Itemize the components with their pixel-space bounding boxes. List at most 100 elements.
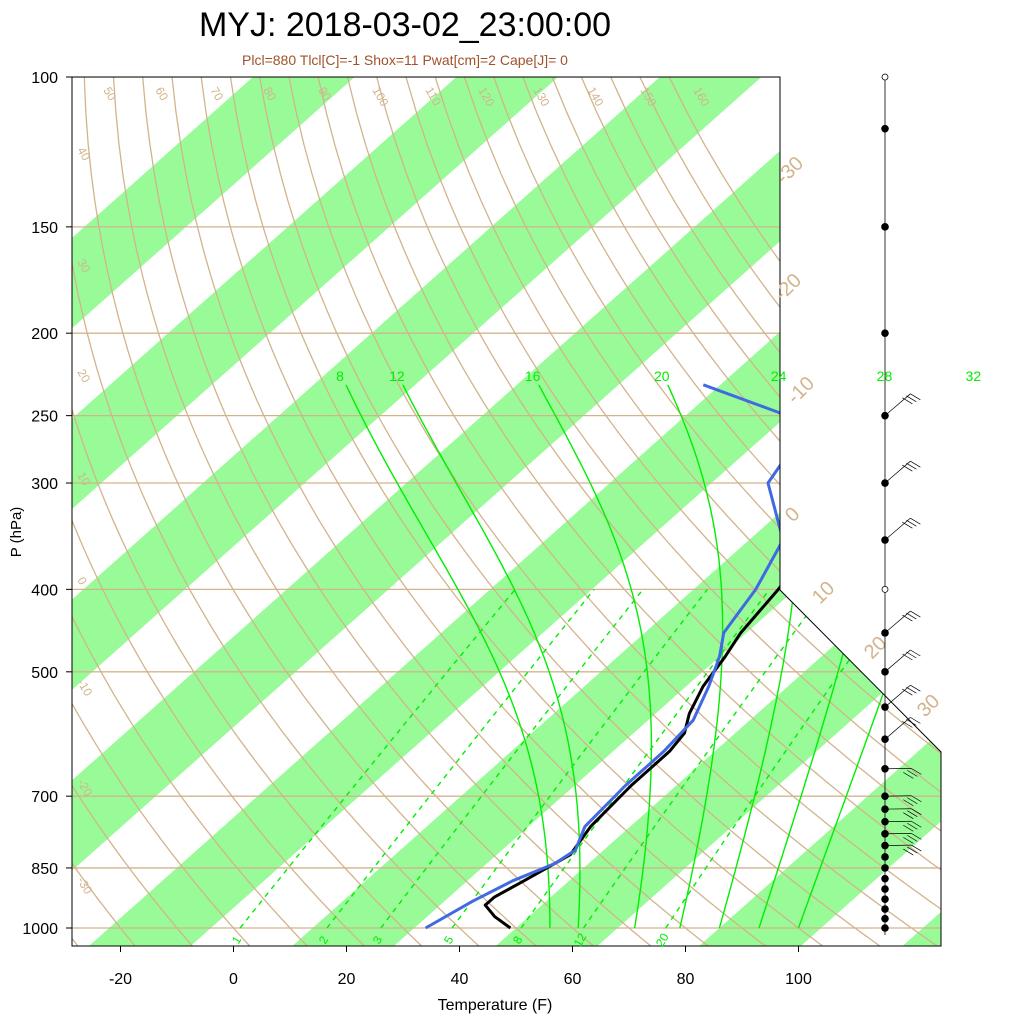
mixing-ratio-line — [380, 588, 644, 929]
wind-dot — [881, 329, 889, 337]
skew-temp-label: 20 — [860, 632, 891, 663]
x-tick-label: 20 — [338, 971, 356, 988]
y-tick-label: 500 — [31, 665, 58, 682]
dry-adiabat-label: 40 — [74, 145, 93, 164]
wind-barb-flag — [903, 812, 914, 820]
y-tick-label: 300 — [31, 476, 58, 493]
y-tick-label: 700 — [31, 789, 58, 806]
wind-barb-flag — [910, 684, 921, 692]
wind-barb-flag — [906, 612, 917, 620]
y-axis-label: P (hPa) — [8, 507, 25, 558]
dry-adiabat — [72, 77, 499, 946]
moist-adiabat-label: 20 — [654, 368, 670, 384]
wind-barb — [884, 684, 911, 708]
wind-barb-flag — [910, 393, 921, 401]
y-tick-label: 200 — [31, 326, 58, 343]
dry-adiabat-label: -30 — [74, 875, 95, 897]
wind-barb-flag — [903, 799, 914, 807]
wind-barb-flag — [903, 824, 914, 832]
wind-barb-flag — [903, 848, 914, 856]
wind-barb-flag — [910, 649, 921, 657]
mixing-ratio-label: 20 — [653, 930, 672, 949]
dry-adiabat-label: 90 — [315, 85, 334, 104]
wind-barb-flag — [911, 833, 922, 840]
temperature-bands — [72, 77, 941, 946]
dry-adiabat — [537, 77, 941, 946]
wind-barb — [884, 517, 911, 541]
dry-adiabat — [168, 77, 731, 946]
x-tick-label: 40 — [451, 971, 469, 988]
temp-band — [72, 77, 806, 946]
wind-dot — [881, 864, 889, 872]
wind-dot — [881, 874, 889, 883]
dry-adiabat-label: 60 — [152, 85, 171, 104]
wind-barb-flag — [902, 614, 913, 622]
wind-barb-flag — [910, 610, 921, 618]
wind-barb-flag — [906, 686, 917, 694]
mixing-ratio-label: 12 — [571, 930, 590, 949]
moist-adiabat — [402, 384, 581, 929]
moist-adiabat — [345, 384, 551, 928]
dry-adiabat — [72, 77, 267, 946]
dry-adiabat — [72, 77, 441, 946]
x-tick-label: 60 — [564, 971, 582, 988]
dry-adiabat-label: 100 — [369, 85, 391, 110]
dry-adiabat — [196, 77, 789, 946]
wind-barb-flag — [910, 517, 921, 525]
wind-barb-flag — [906, 719, 917, 726]
dry-adiabat — [139, 77, 673, 946]
wind-dot — [881, 885, 889, 893]
wind-dot — [881, 223, 889, 231]
mixing-ratio-line — [451, 588, 708, 929]
dry-adiabat — [72, 77, 151, 946]
dry-adiabat-label: 20 — [74, 367, 93, 386]
wind-barb — [884, 393, 911, 416]
dry-adiabat-label: 70 — [207, 85, 226, 104]
wind-barb — [884, 649, 911, 673]
y-tick-label: 850 — [31, 861, 58, 878]
wind-barb-flag — [907, 810, 918, 818]
x-tick-label: 0 — [229, 971, 238, 988]
dry-adiabat-label: 10 — [74, 470, 93, 489]
wind-ring — [881, 73, 889, 81]
wind-barb-flag — [903, 837, 914, 844]
wind-barb-flag — [902, 721, 913, 728]
wind-ring — [881, 585, 889, 593]
wind-barb-flag — [907, 797, 918, 805]
dry-adiabat-label: 80 — [260, 85, 279, 104]
wind-barb-flag — [911, 768, 922, 775]
wind-barb-flag — [907, 835, 918, 842]
wind-barb-flag — [906, 519, 917, 527]
plot-border — [71, 76, 942, 947]
wind-barb-flag — [902, 521, 913, 529]
moist-adiabat-label: 16 — [525, 368, 541, 384]
moist-adiabat-label: 8 — [336, 368, 344, 384]
wind-barb-flag — [906, 651, 917, 659]
y-tick-label: 250 — [31, 409, 58, 426]
moist-adiabat-label: 32 — [966, 368, 982, 384]
dry-adiabat-label: 30 — [74, 257, 93, 276]
dry-adiabat — [395, 77, 941, 946]
wind-dot — [881, 853, 889, 861]
temp-band — [72, 77, 941, 946]
moist-adiabat-label: 24 — [771, 368, 787, 384]
wind-barb — [884, 460, 911, 484]
dry-adiabat-label: 50 — [100, 85, 119, 104]
moist-adiabat — [718, 384, 800, 929]
skew-temp-label: -10 — [783, 373, 819, 409]
temp-band — [72, 77, 602, 946]
dry-adiabat — [480, 77, 941, 946]
wind-barb-flag — [911, 844, 922, 852]
chart-title: MYJ: 2018-03-02_23:00:00 — [198, 6, 612, 44]
mixing-ratio-line — [665, 588, 900, 929]
dry-adiabat — [111, 77, 615, 946]
dry-adiabat — [508, 77, 941, 946]
skew-temp-label: 0 — [781, 503, 804, 526]
y-tick-label: 400 — [31, 582, 58, 599]
wind-barb-flag — [903, 772, 914, 779]
mixing-ratio-label: 1 — [229, 933, 245, 946]
dry-adiabat — [225, 77, 847, 946]
dry-adiabat — [366, 77, 941, 946]
